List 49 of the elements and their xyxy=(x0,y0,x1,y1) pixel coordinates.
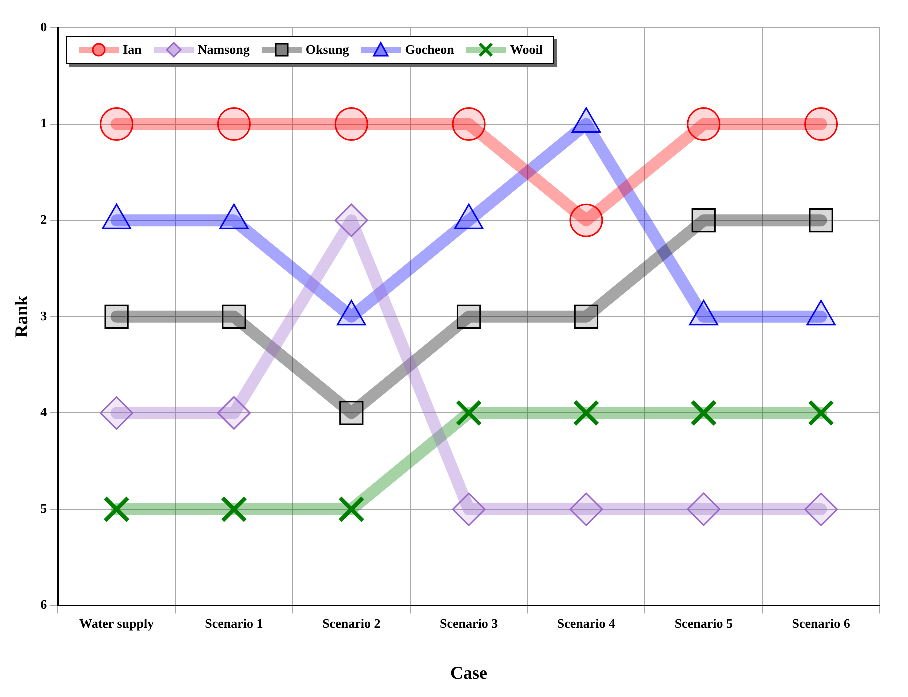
x-tick-label: Scenario 2 xyxy=(322,616,381,631)
point xyxy=(574,304,599,329)
x-tick-label: Water supply xyxy=(80,616,155,631)
point xyxy=(687,108,721,142)
legend-label: Oksung xyxy=(306,42,350,58)
x-tick-label: Scenario 3 xyxy=(440,616,499,631)
point xyxy=(808,400,835,427)
y-tick-label: 3 xyxy=(40,308,48,324)
legend-label: Wooil xyxy=(510,42,543,58)
y-tick-label: 4 xyxy=(40,404,48,420)
y-tick-label: 5 xyxy=(40,500,48,516)
legend-label: Namsong xyxy=(198,42,250,58)
point xyxy=(573,400,600,427)
point xyxy=(222,304,246,329)
point xyxy=(804,492,838,526)
point xyxy=(804,108,838,142)
point xyxy=(690,400,718,427)
point xyxy=(100,396,134,430)
point xyxy=(104,304,129,329)
point xyxy=(570,492,604,526)
point xyxy=(217,108,251,142)
y-tick-label: 1 xyxy=(40,116,48,131)
y-tick-label: 0 xyxy=(40,19,48,34)
point xyxy=(334,204,368,238)
point xyxy=(456,400,482,427)
y-axis-title: Rank xyxy=(11,296,32,338)
point xyxy=(340,401,364,426)
point xyxy=(452,492,486,526)
x-axis-title: Case xyxy=(450,662,488,683)
point xyxy=(100,108,134,142)
x-tick-label: Scenario 1 xyxy=(205,616,264,631)
point xyxy=(338,496,365,523)
point xyxy=(220,496,248,523)
x-tick-label: Scenario 6 xyxy=(792,616,851,631)
point xyxy=(692,208,716,233)
point xyxy=(217,396,251,430)
x-tick-label: Scenario 4 xyxy=(557,616,616,631)
point xyxy=(687,492,721,526)
point xyxy=(456,304,482,329)
x-tick-label: Scenario 5 xyxy=(674,616,734,631)
y-tick-label: 6 xyxy=(40,597,48,612)
point xyxy=(570,204,604,238)
point xyxy=(809,208,834,233)
legend-label: Ian xyxy=(123,42,142,58)
point xyxy=(334,108,368,142)
legend-label: Gocheon xyxy=(405,42,454,58)
y-tick-label: 2 xyxy=(40,212,48,227)
point xyxy=(452,108,486,142)
point xyxy=(103,496,130,523)
